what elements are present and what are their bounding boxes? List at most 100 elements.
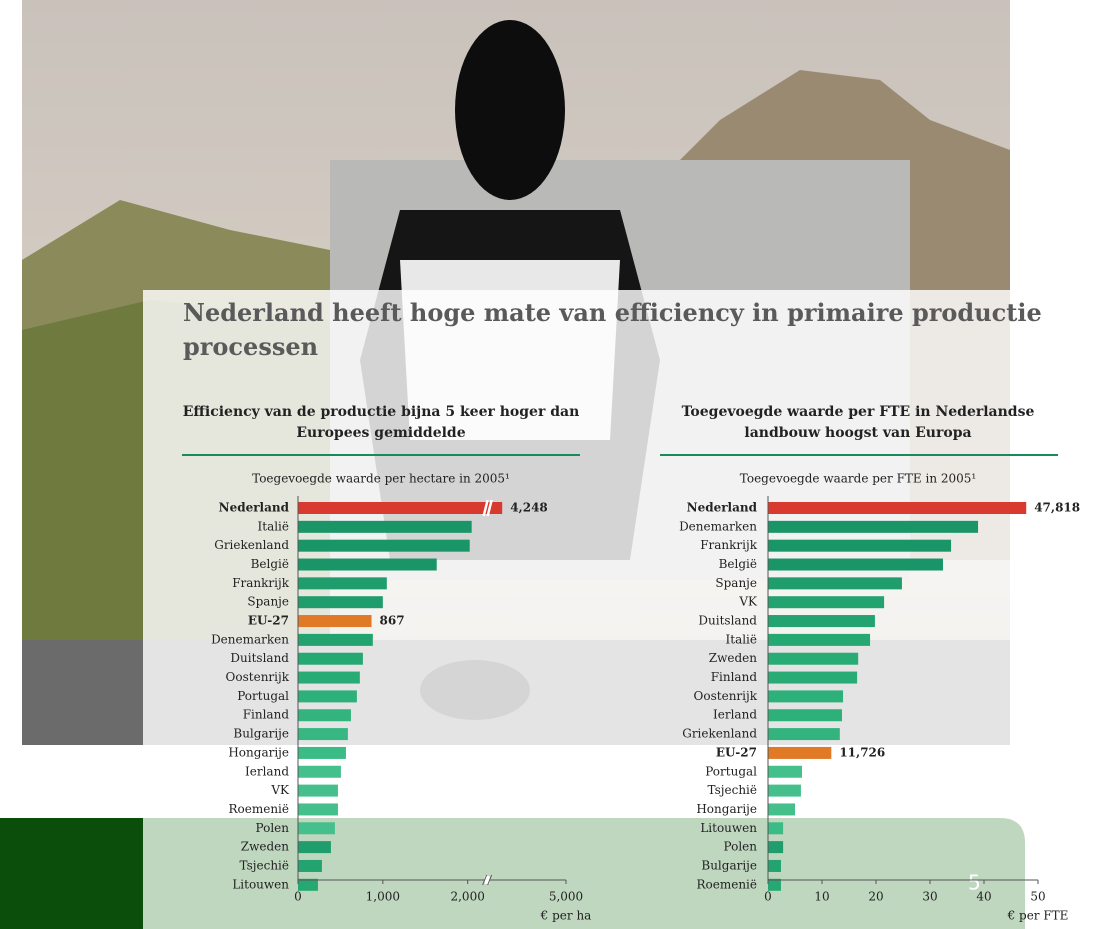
x-tick-label: 5,000	[549, 890, 583, 904]
bar	[768, 841, 783, 853]
category-label: Portugal	[705, 764, 757, 778]
category-label: Hongarije	[228, 745, 289, 759]
x-tick-label: 40	[976, 890, 991, 904]
bar	[298, 559, 437, 571]
category-label: Portugal	[237, 689, 289, 703]
bar	[768, 785, 801, 797]
x-tick-label: 10	[814, 890, 829, 904]
category-label: Duitsland	[230, 651, 289, 665]
category-label: Finland	[243, 708, 290, 722]
bar	[298, 521, 472, 533]
bar	[768, 634, 870, 646]
bar	[298, 672, 360, 684]
bar	[298, 709, 351, 721]
category-label: Denemarken	[679, 519, 757, 533]
footer-block	[0, 818, 143, 929]
category-label: EU-27	[248, 614, 289, 628]
bar	[298, 596, 383, 608]
bar	[298, 766, 341, 778]
bar	[298, 841, 331, 853]
category-label: VK	[738, 595, 758, 609]
category-label: Finland	[711, 670, 758, 684]
bar	[298, 502, 502, 514]
bar	[768, 709, 842, 721]
bar	[768, 803, 795, 815]
category-label: Nederland	[219, 501, 290, 515]
category-label: Oostenrijk	[694, 689, 758, 703]
category-label: Griekenland	[214, 538, 289, 552]
bar	[768, 766, 802, 778]
category-label: Duitsland	[698, 614, 757, 628]
bar	[298, 577, 387, 589]
bar	[768, 860, 781, 872]
page: 5 Toegevoegde waarde per hectare in 2005…	[0, 0, 1096, 929]
bar	[298, 860, 322, 872]
bar	[298, 728, 348, 740]
category-label: Spanje	[247, 595, 289, 609]
chart-title: Toegevoegde waarde per FTE in Nederlands…	[648, 402, 1068, 444]
bar	[298, 653, 363, 665]
bar	[768, 672, 857, 684]
x-tick-label: 20	[868, 890, 883, 904]
slide-title: Nederland heeft hoge mate van efficiency…	[183, 296, 1073, 364]
category-label: Roemenië	[228, 802, 289, 816]
category-label: Spanje	[715, 576, 757, 590]
bar	[768, 577, 902, 589]
bar	[768, 596, 884, 608]
bar	[768, 521, 978, 533]
category-label: Litouwen	[232, 877, 289, 891]
bar	[768, 653, 858, 665]
x-tick-label: 30	[922, 890, 937, 904]
category-label: België	[719, 557, 757, 571]
category-label: Griekenland	[682, 727, 757, 741]
bar	[768, 728, 840, 740]
bar	[298, 785, 338, 797]
bar	[298, 747, 346, 759]
value-label: 4,248	[510, 501, 548, 515]
x-tick-label: 50	[1030, 890, 1045, 904]
bar	[768, 822, 783, 834]
bar	[768, 540, 951, 552]
value-label: 47,818	[1034, 501, 1080, 515]
category-label: Zweden	[241, 840, 289, 854]
x-tick-label: 1,000	[366, 890, 400, 904]
chart-subtitle: Toegevoegde waarde per hectare in 2005¹	[252, 472, 510, 486]
bar	[768, 615, 875, 627]
canvas: 5 Toegevoegde waarde per hectare in 2005…	[0, 0, 1096, 929]
category-label: België	[251, 557, 289, 571]
category-label: VK	[270, 783, 290, 797]
category-label: Frankrijk	[700, 538, 758, 552]
category-label: Zweden	[709, 651, 757, 665]
category-label: Oostenrijk	[226, 670, 290, 684]
category-label: Hongarije	[696, 802, 757, 816]
chart-title: Efficiency van de productie bijna 5 keer…	[171, 402, 591, 444]
category-label: Frankrijk	[232, 576, 290, 590]
bar	[298, 822, 335, 834]
x-tick-label: 0	[764, 890, 772, 904]
x-tick-label: 2,000	[450, 890, 484, 904]
category-label: Bulgarije	[701, 858, 757, 872]
bar	[768, 690, 843, 702]
x-axis-label: € per FTE	[1007, 909, 1069, 923]
category-label: Polen	[724, 840, 758, 854]
bar	[298, 803, 338, 815]
category-label: Ierland	[245, 764, 289, 778]
category-label: Roemenië	[696, 877, 757, 891]
category-label: Nederland	[687, 501, 758, 515]
category-label: Tsjechië	[240, 858, 290, 872]
x-axis-label: € per ha	[540, 909, 592, 923]
category-label: Italië	[258, 519, 290, 533]
bar	[298, 615, 372, 627]
category-label: Denemarken	[211, 632, 289, 646]
category-label: Ierland	[713, 708, 757, 722]
chart-subtitle: Toegevoegde waarde per FTE in 2005¹	[740, 472, 976, 486]
bar	[298, 540, 470, 552]
value-label: 11,726	[839, 745, 885, 759]
bar	[298, 690, 357, 702]
bar	[768, 559, 943, 571]
category-label: Bulgarije	[233, 727, 289, 741]
bar	[298, 634, 373, 646]
category-label: Litouwen	[700, 821, 757, 835]
bar	[768, 502, 1026, 514]
x-tick-label: 0	[294, 890, 302, 904]
